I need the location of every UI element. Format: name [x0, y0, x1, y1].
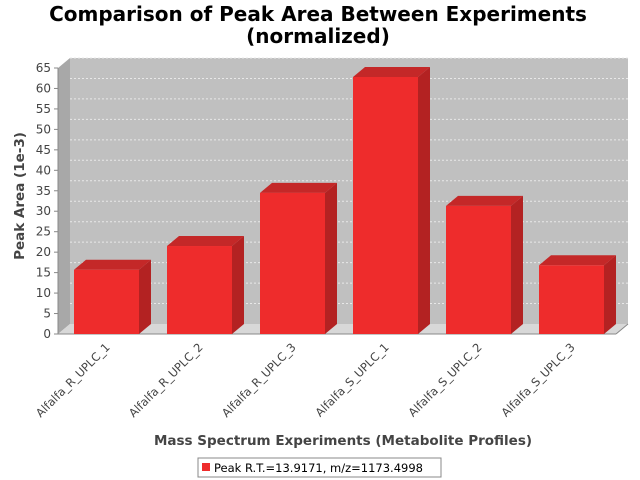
chart-subtitle: (normalized) [246, 24, 390, 48]
y-tick-label: 20 [36, 245, 51, 259]
y-tick-label: 55 [36, 102, 51, 116]
bar-top [539, 255, 616, 266]
bar-front [74, 269, 139, 334]
bar [446, 195, 523, 334]
bar [539, 255, 616, 334]
legend: Peak R.T.=13.9171, m/z=1173.4998 [197, 457, 442, 478]
x-tick-label: Alfalfa_R_UPLC_2 [126, 340, 206, 420]
y-axis-ticks: 0 5 10 15 20 25 30 35 40 45 50 55 60 65 [36, 61, 58, 341]
bar-front [539, 265, 604, 334]
x-tick-label: Alfalfa_S_UPLC_1 [312, 340, 391, 419]
y-tick-label: 65 [36, 61, 51, 75]
plot-area: 0 5 10 15 20 25 30 35 40 45 50 55 60 65 Alfalfa_R_UPL… [33, 57, 629, 420]
bar [74, 259, 151, 334]
gridlines [70, 57, 628, 305]
bar-front [167, 246, 232, 334]
y-tick-label: 40 [36, 163, 51, 177]
bar-side [232, 236, 244, 334]
x-tick-label: Alfalfa_S_UPLC_3 [498, 340, 577, 419]
y-tick-label: 15 [36, 266, 51, 280]
x-tick-label: Alfalfa_R_UPLC_3 [219, 340, 299, 420]
y-tick-label: 45 [36, 143, 51, 157]
x-tick-label: Alfalfa_R_UPLC_1 [33, 340, 113, 420]
x-tick-label: Alfalfa_S_UPLC_2 [405, 340, 484, 419]
floor-right-edge [615, 323, 629, 335]
y-tick-label: 25 [36, 225, 51, 239]
legend-label: Peak R.T.=13.9171, m/z=1173.4998 [214, 461, 423, 475]
bar-top [353, 67, 430, 78]
x-axis-labels: Alfalfa_R_UPLC_1 Alfalfa_R_UPLC_2 Alfalfa_… [33, 340, 578, 420]
bar-top [74, 259, 151, 270]
bar [353, 67, 430, 334]
y-tick-label: 60 [36, 81, 51, 95]
bar-side [139, 259, 151, 334]
bar-top [260, 182, 337, 193]
y-tick-label: 5 [43, 307, 51, 321]
bar-top [167, 236, 244, 247]
y-tick-label: 0 [43, 327, 51, 341]
bar-front [353, 77, 418, 334]
bar-side [325, 182, 337, 334]
y-tick-label: 30 [36, 204, 51, 218]
legend-swatch [202, 463, 210, 471]
bar [260, 182, 337, 334]
bar [167, 236, 244, 334]
chart-title: Comparison of Peak Area Between Experime… [49, 2, 587, 26]
bar-front [446, 205, 511, 334]
plot-left-wall [58, 58, 70, 334]
bar-side [511, 195, 523, 334]
y-tick-label: 35 [36, 184, 51, 198]
x-axis-title: Mass Spectrum Experiments (Metabolite Pr… [154, 433, 532, 449]
bars [74, 67, 616, 334]
y-tick-label: 50 [36, 122, 51, 136]
bar-front [260, 192, 325, 334]
bar-side [604, 255, 616, 334]
y-axis-title: Peak Area (1e-3) [12, 132, 28, 260]
bar-top [446, 195, 523, 206]
legend-box [197, 457, 442, 478]
y-tick-label: 10 [36, 286, 51, 300]
bar-side [418, 67, 430, 334]
